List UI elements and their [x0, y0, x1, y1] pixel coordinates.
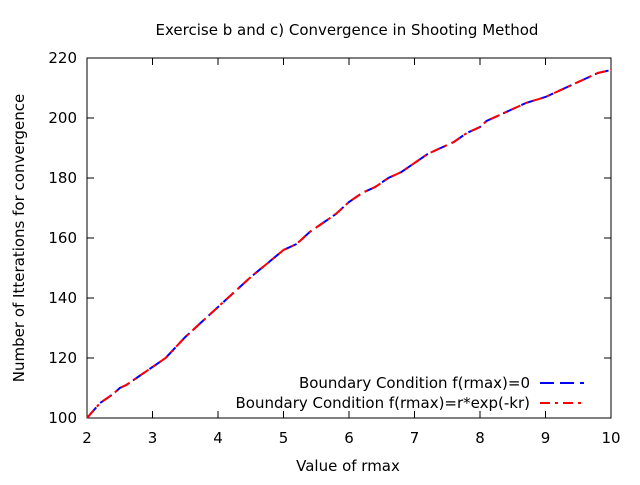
x-tick-label: 9: [541, 429, 551, 447]
y-tick-label: 200: [48, 109, 77, 127]
series-layer: [86, 69, 612, 419]
legend-label-series-2: Boundary Condition f(rmax)=r*exp(-kr): [236, 394, 531, 412]
y-tick-label: 180: [48, 169, 77, 187]
legend: Boundary Condition f(rmax)=0 Boundary Co…: [236, 374, 584, 412]
x-tick-label: 4: [213, 429, 223, 447]
y-axis: 100 120 140 160 180 200 220: [48, 49, 611, 427]
legend-label-series-1: Boundary Condition f(rmax)=0: [299, 374, 530, 392]
y-tick-label: 100: [48, 409, 77, 427]
plot-area: [86, 57, 612, 419]
x-tick-label: 2: [82, 429, 92, 447]
y-tick-label: 160: [48, 229, 77, 247]
y-tick-label: 140: [48, 289, 77, 307]
y-tick-label: 120: [48, 349, 77, 367]
x-tick-label: 5: [279, 429, 289, 447]
x-tick-label: 6: [344, 429, 354, 447]
x-axis-label: Value of rmax: [296, 457, 400, 475]
x-tick-label: 8: [475, 429, 485, 447]
series-1-line: [86, 69, 612, 419]
x-tick-label: 10: [601, 429, 620, 447]
y-axis-label: Number of Itterations for convergence: [10, 94, 28, 382]
chart-title: Exercise b and c) Convergence in Shootin…: [156, 21, 539, 39]
y-tick-label: 220: [48, 49, 77, 67]
x-tick-label: 3: [148, 429, 158, 447]
series-2-line: [86, 69, 612, 419]
x-axis: 2 3 4 5 6 7 8 9 10: [82, 58, 621, 447]
x-tick-label: 7: [410, 429, 420, 447]
